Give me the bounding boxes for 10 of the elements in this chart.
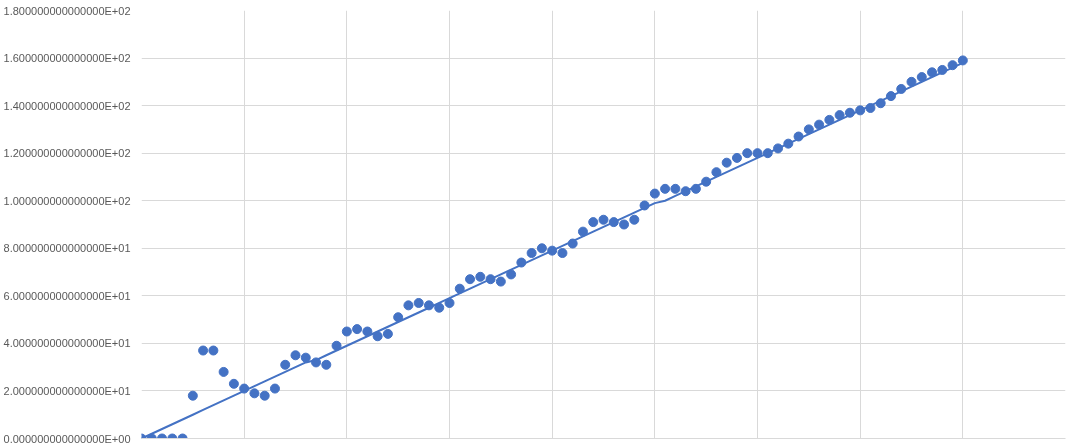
y-tick-label: 6.000000000000000E+01 [3,289,131,302]
y-tick-label: 1.600000000000000E+02 [3,52,131,65]
y-tick-label: 0.000000000000000E+00 [3,432,131,445]
y-tick-label: 4.000000000000000E+01 [3,337,131,350]
y-tick-label: 2.000000000000000E+01 [3,384,131,397]
y-tick-label: 1.400000000000000E+02 [3,99,131,112]
y-tick-label: 1.200000000000000E+02 [3,147,131,160]
y-tick-label: 8.000000000000000E+01 [3,242,131,255]
y-tick-label: 1.000000000000000E+02 [3,194,131,207]
y-tick-label: 1.800000000000000E+02 [3,4,131,17]
